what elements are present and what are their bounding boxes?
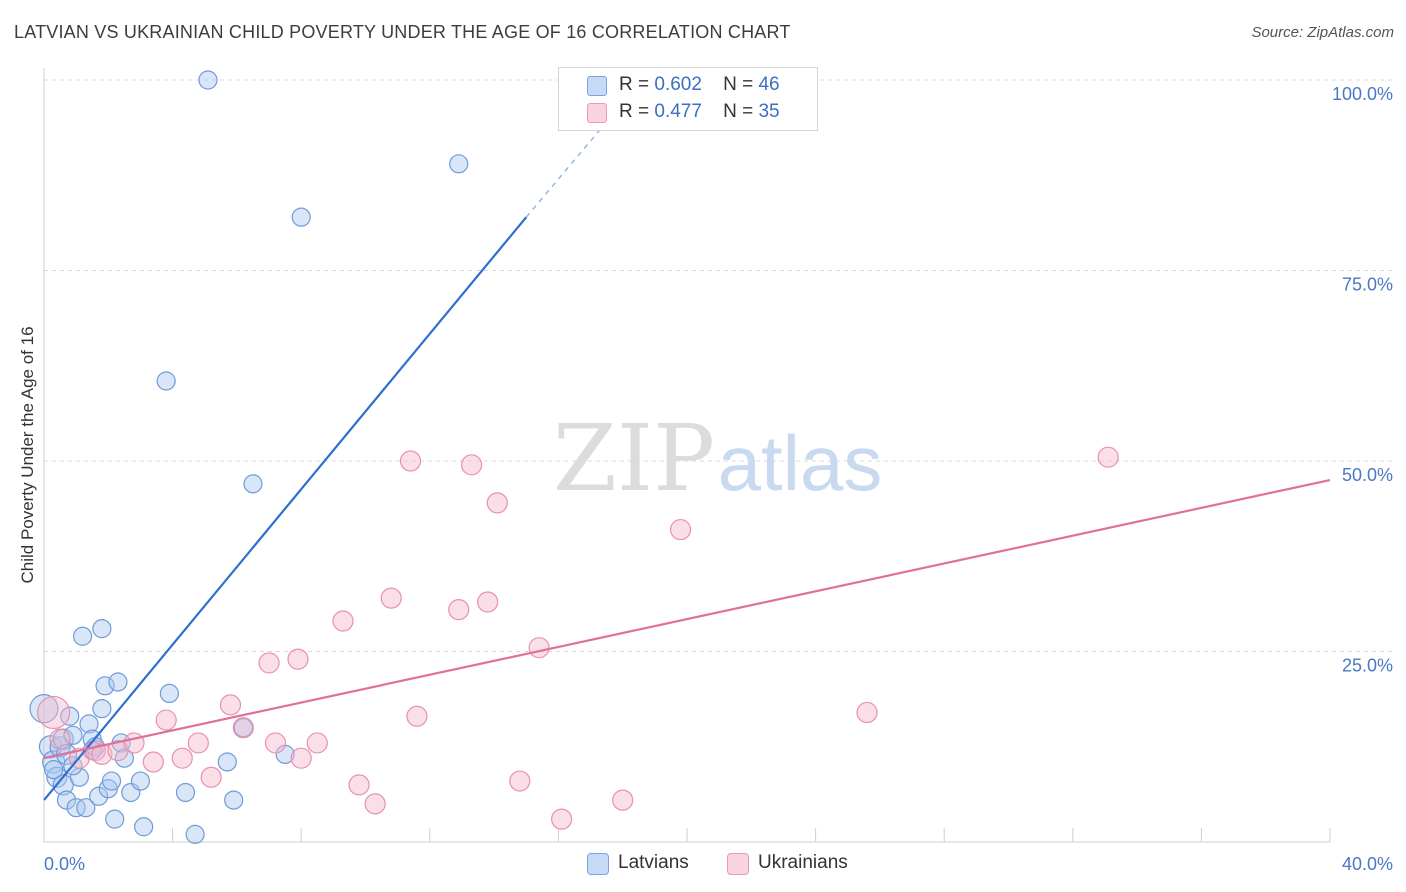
tick-labels: 25.0% 50.0% 75.0% 100.0% 0.0% 40.0% (44, 84, 1393, 874)
latvian-point (175, 782, 196, 803)
legend-label-latvians: Latvians (618, 852, 689, 873)
y-tick-label: 50.0% (1342, 465, 1393, 485)
ukrainian-point (364, 793, 386, 815)
legend-n-label: N = (723, 101, 754, 122)
latvians-trend-line (43, 216, 528, 801)
latvian-point (29, 694, 59, 724)
latvian-point (89, 786, 109, 806)
latvian-point (92, 619, 112, 639)
latvians-swatch (587, 76, 607, 96)
ukrainian-point (155, 709, 177, 731)
chart-source: Source: ZipAtlas.com (1251, 24, 1394, 41)
latvian-point (449, 154, 469, 174)
legend-r-label: R = (619, 74, 650, 95)
ukrainian-point (348, 774, 370, 796)
ukrainian-point (477, 591, 499, 613)
ukrainian-point (264, 732, 287, 754)
latvians-swatch (587, 853, 609, 875)
latvian-point (44, 760, 64, 780)
x-tick-label: 0.0% (44, 854, 85, 874)
ukrainian-point (669, 518, 692, 541)
ukrainian-point (187, 732, 209, 754)
latvian-point (185, 824, 205, 844)
ukrainian-point (528, 637, 550, 659)
latvian-point (92, 699, 112, 719)
latvian-point (101, 771, 122, 791)
legend-r-label: R = (619, 101, 650, 122)
ukrainian-point (486, 492, 508, 514)
ukrainian-point (406, 705, 428, 727)
ukrainian-point (612, 789, 634, 811)
latvian-point (105, 809, 125, 829)
y-tick-label: 75.0% (1342, 275, 1393, 295)
latvian-point (159, 683, 179, 704)
legend-n-label: N = (723, 74, 754, 95)
correlation-legend: R = 0.602 N = 46 R = 0.477 N = 35 (558, 67, 818, 131)
chart-title: LATVIAN VS UKRAINIAN CHILD POVERTY UNDER… (14, 22, 791, 42)
axes (43, 68, 1331, 843)
latvian-point (56, 790, 77, 810)
legend-r-value: 0.602 (654, 74, 702, 95)
ukrainian-point (460, 454, 483, 476)
watermark-zip: ZIP (553, 405, 715, 512)
latvian-point (130, 771, 151, 791)
latvian-point (76, 798, 96, 818)
ukrainians-points (37, 446, 1119, 830)
gridlines (44, 79, 1393, 652)
ukrainians-swatch (727, 853, 749, 875)
ukrainians-swatch (587, 103, 607, 123)
latvian-point (134, 817, 154, 837)
ukrainian-point (219, 694, 242, 716)
latvian-point (291, 207, 311, 227)
latvian-point (156, 371, 176, 391)
legend-r-value: 0.477 (654, 101, 702, 122)
ukrainian-point (306, 732, 328, 754)
ukrainian-point (142, 751, 164, 773)
ukrainian-point (332, 610, 354, 632)
latvian-point (72, 626, 93, 646)
ukrainian-point (258, 652, 280, 674)
legend-n-value: 46 (758, 74, 780, 95)
ukrainian-point (123, 732, 145, 754)
y-tick-label: 25.0% (1342, 656, 1393, 676)
latvian-point (224, 790, 244, 810)
watermark: ZIP atlas (553, 405, 882, 512)
ukrainian-point (290, 747, 312, 769)
ukrainian-point (49, 728, 71, 750)
ukrainian-point (1097, 446, 1119, 468)
legend-label-ukrainians: Ukrainians (758, 852, 848, 873)
latvian-point (63, 725, 83, 745)
ukrainians-trend-line (43, 478, 1331, 760)
ukrainian-point (91, 743, 113, 765)
legend-n-value: 35 (758, 101, 780, 122)
y-tick-label: 100.0% (1332, 84, 1393, 104)
latvian-point (217, 752, 237, 772)
watermark-atlas: atlas (718, 419, 883, 507)
x-tick-label: 40.0% (1342, 854, 1393, 874)
ukrainian-point (380, 587, 402, 609)
latvian-point (243, 474, 263, 494)
ukrainian-point (287, 648, 309, 670)
ukrainian-point (200, 766, 222, 788)
latvians-points (29, 70, 469, 844)
latvian-point (66, 798, 86, 818)
latvian-point (108, 672, 128, 692)
ukrainian-point (509, 770, 531, 792)
latvian-point (95, 676, 115, 696)
ukrainian-point (399, 450, 422, 472)
ukrainian-point (171, 747, 193, 769)
latvian-point (52, 774, 74, 796)
ukrainian-point (232, 717, 254, 739)
latvian-point (233, 718, 253, 738)
latvian-point (198, 70, 218, 90)
ukrainian-point (551, 808, 573, 830)
ukrainian-point (856, 701, 878, 724)
latvian-point (79, 714, 99, 734)
ukrainian-point (448, 598, 470, 621)
ukrainian-point (37, 695, 71, 730)
